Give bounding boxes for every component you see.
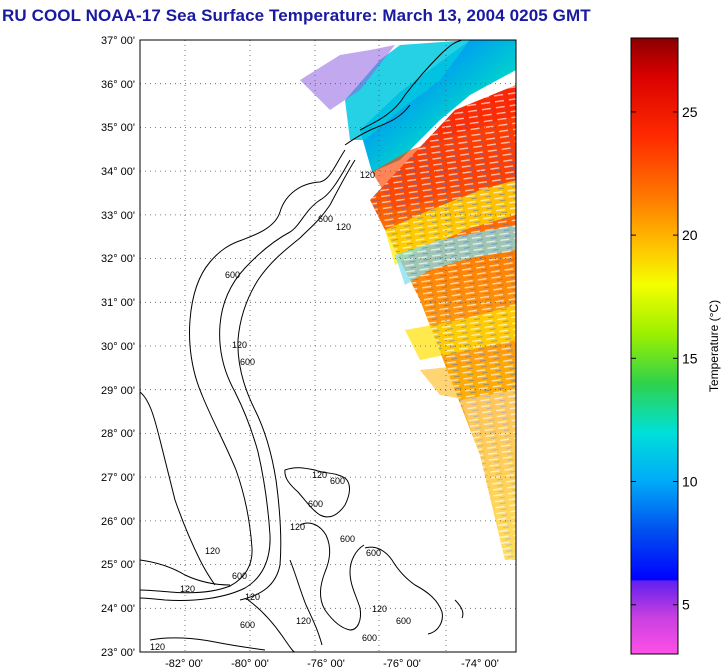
contour-label: 120 (372, 604, 387, 614)
contour-label: 600 (330, 476, 345, 486)
coastline-florida-keys (140, 559, 231, 586)
coastline-florida-west (140, 391, 216, 586)
lat-tick-label: 37° 00' (101, 35, 135, 47)
bahamas-east (364, 546, 443, 635)
lat-tick-label: 24° 00' (101, 603, 135, 615)
islet (454, 599, 464, 619)
coastline-gulf (247, 599, 296, 652)
contour-label: 120 (290, 522, 305, 532)
bahamas-little-bank (284, 467, 350, 518)
bahamas-great-bank (299, 522, 365, 631)
latitude-axis: 37° 00' 36° 00' 35° 00' 34° 00' 33° 00' … (101, 35, 135, 659)
lat-tick-label: 25° 00' (101, 559, 135, 571)
cloud-speckle (460, 390, 516, 560)
lat-tick-label: 33° 00' (101, 210, 135, 222)
figure-title: RU COOL NOAA-17 Sea Surface Temperature:… (2, 6, 591, 25)
lon-tick-label: -80° 00' (231, 658, 269, 670)
contour-label: 600 (225, 270, 240, 280)
cloud-streaks (370, 85, 516, 560)
coastline-capes (344, 104, 411, 146)
lat-tick-label: 30° 00' (101, 341, 135, 353)
lat-tick-label: 27° 00' (101, 472, 135, 484)
contour-label: 600 (340, 534, 355, 544)
contour-labels: 120 600 120 600 120 600 120 600 120 600 … (150, 170, 411, 652)
contour-label: 600 (396, 616, 411, 626)
isobath-120 (237, 159, 356, 601)
cuba-coast (149, 637, 266, 651)
colorbar-gradient (630, 37, 679, 655)
contour-label: 600 (232, 571, 247, 581)
sst-imagery (300, 40, 516, 560)
longitude-axis: -82° 00' -80° 00' -76° 00' -76° 00' -74°… (165, 658, 499, 670)
lat-tick-label: 26° 00' (101, 516, 135, 528)
bahamas-tongue (289, 559, 323, 646)
contour-label: 120 (336, 222, 351, 232)
contour-label: 600 (308, 499, 323, 509)
contour-label: 120 (232, 340, 247, 350)
contour-label: 120 (360, 170, 375, 180)
colorbar-tick-label: 20 (682, 227, 698, 243)
contour-label: 120 (205, 546, 220, 556)
colorbar-label: Temperature (°C) (707, 300, 721, 392)
lat-tick-label: 23° 00' (101, 647, 135, 659)
colorbar-tick-label: 25 (682, 104, 698, 120)
coastline-main (140, 149, 346, 594)
contour-label: 120 (245, 592, 260, 602)
lat-tick-label: 29° 00' (101, 385, 135, 397)
contour-label: 120 (296, 616, 311, 626)
map-frame (139, 39, 517, 653)
coastline-layer (140, 40, 464, 652)
lon-tick-label: -76° 00' (383, 658, 421, 670)
contour-label: 120 (180, 584, 195, 594)
lat-tick-label: 32° 00' (101, 253, 135, 265)
colorbar-tick-label: 5 (682, 597, 690, 613)
lat-tick-label: 31° 00' (101, 297, 135, 309)
colorbar-ticks: 25 20 15 10 5 (631, 104, 698, 613)
contour-label: 600 (362, 633, 377, 643)
lon-tick-label: -76° 00' (307, 658, 345, 670)
graticule (140, 40, 516, 652)
isobath-600 (140, 159, 351, 601)
colorbar-tick-label: 15 (682, 350, 698, 366)
contour-label: 600 (240, 357, 255, 367)
colorbar: 25 20 15 10 5 Temperature (°C) (630, 37, 721, 655)
contour-label: 600 (240, 620, 255, 630)
lat-tick-label: 36° 00' (101, 79, 135, 91)
purple-cold-patch (300, 45, 395, 110)
colorbar-tick-label: 10 (682, 474, 698, 490)
lon-tick-label: -74° 00' (461, 658, 499, 670)
lon-tick-label: -82° 00' (165, 658, 203, 670)
contour-label: 120 (150, 642, 165, 652)
coastline-nc (359, 40, 463, 131)
shelf-cool-water (360, 40, 516, 172)
lat-tick-label: 28° 00' (101, 428, 135, 440)
lat-tick-label: 34° 00' (101, 166, 135, 178)
contour-label: 120 (312, 470, 327, 480)
contour-label: 600 (366, 548, 381, 558)
lat-tick-label: 35° 00' (101, 122, 135, 134)
contour-label: 600 (318, 214, 333, 224)
